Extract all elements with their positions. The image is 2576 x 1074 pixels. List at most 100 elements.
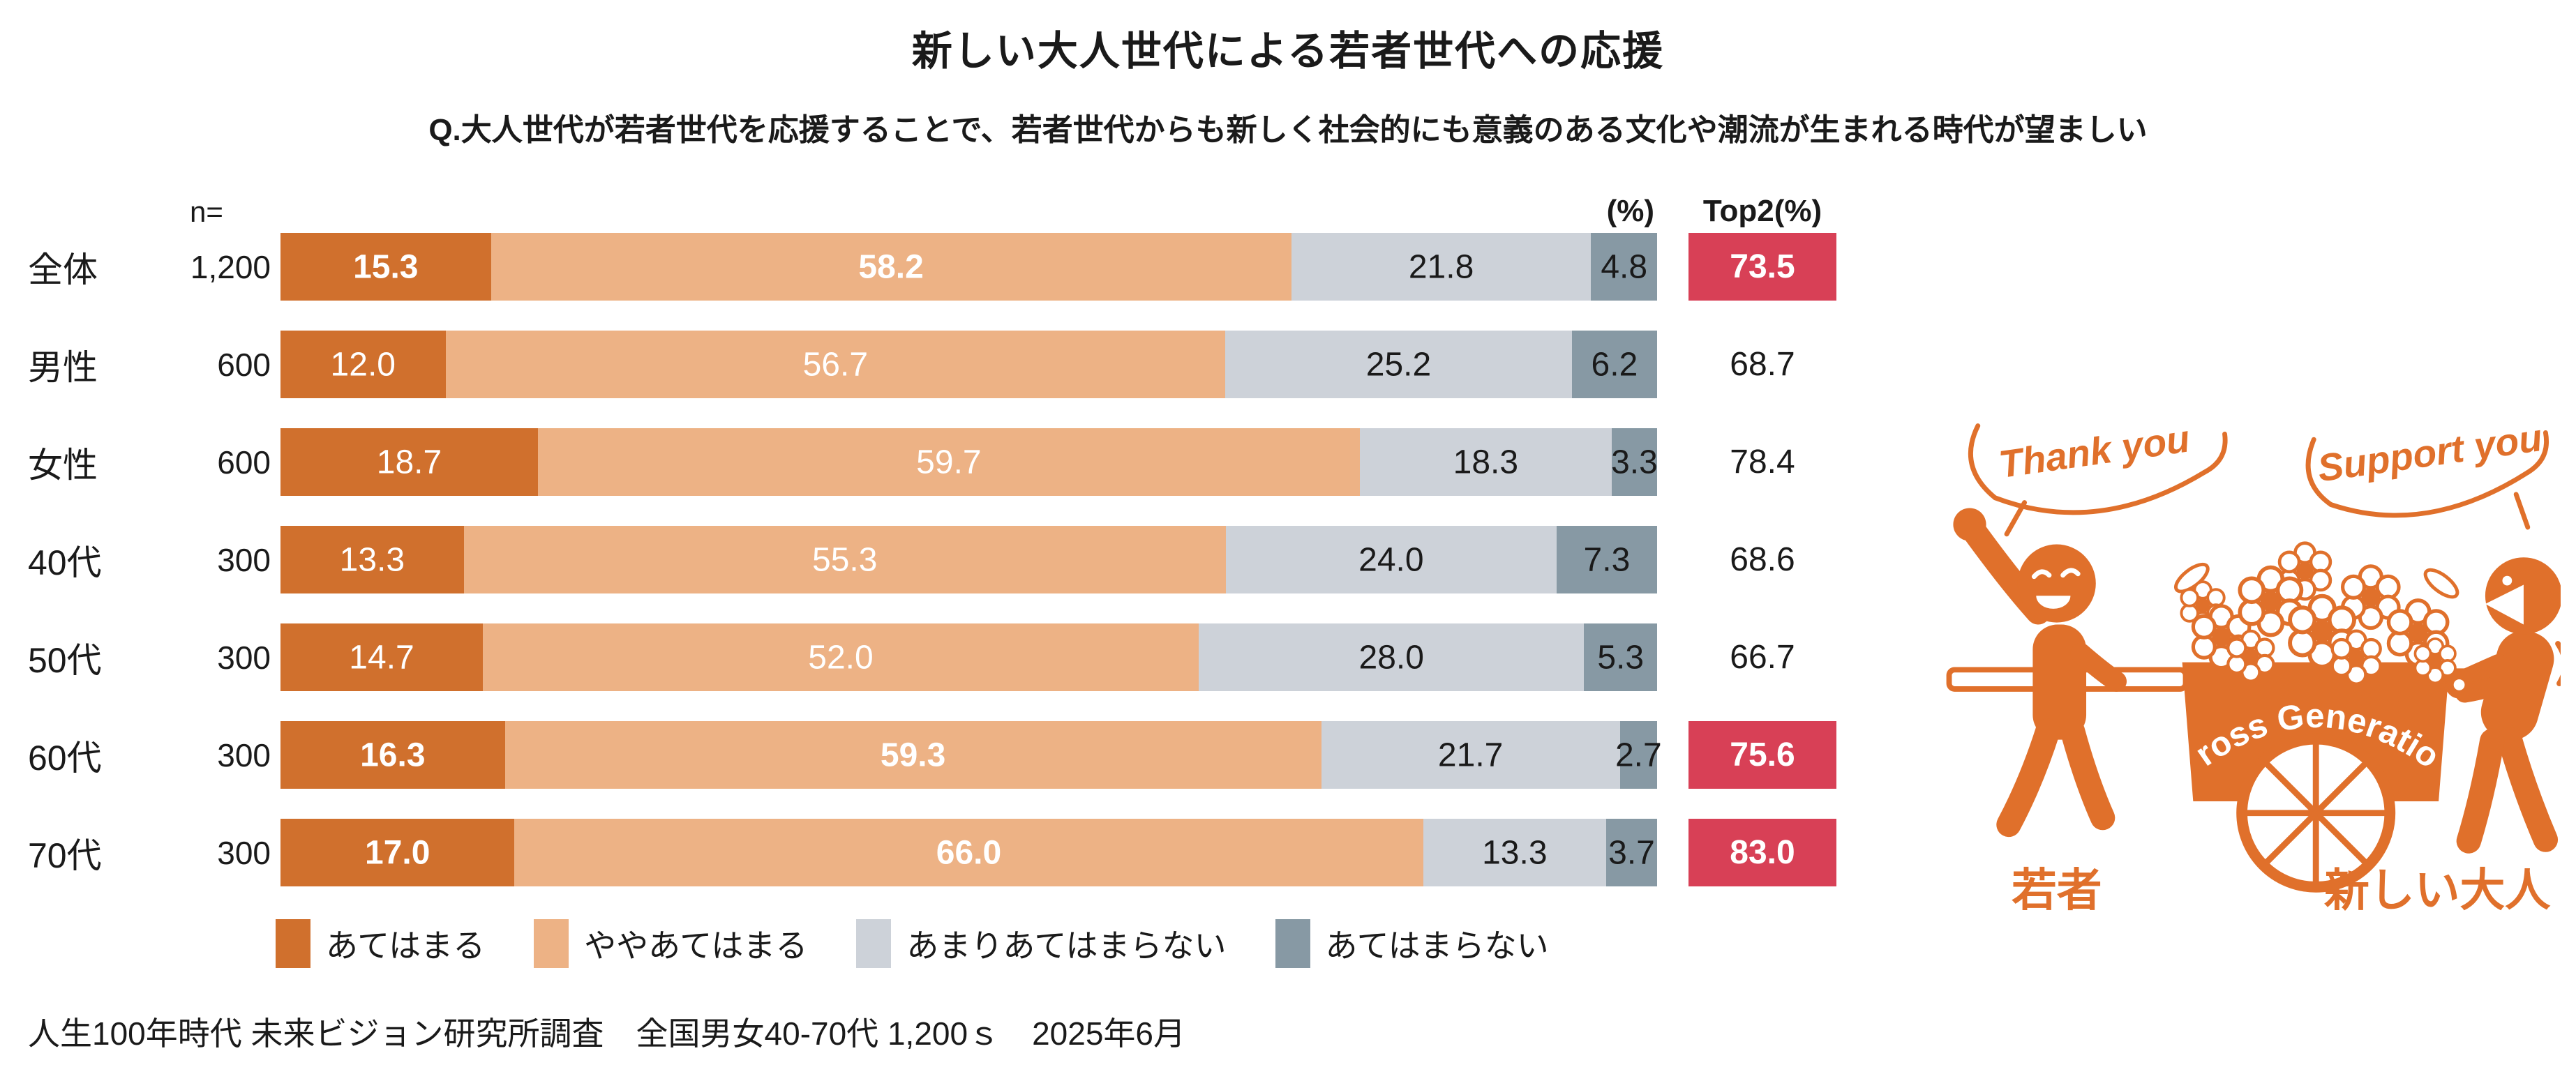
stacked-bar: 14.7 52.0 28.0 5.3 bbox=[280, 623, 1657, 691]
top2-value: 73.5 bbox=[1688, 233, 1836, 301]
legend-item-disagree: あてはまらない bbox=[1275, 919, 1549, 968]
top2-cell: 83.0 bbox=[1688, 819, 1836, 886]
bar-segment-somewhat-disagree: 25.2 bbox=[1225, 331, 1572, 398]
bar-segment-somewhat-disagree: 21.8 bbox=[1291, 233, 1592, 301]
segment-value: 3.3 bbox=[1611, 444, 1658, 481]
segment-value: 21.7 bbox=[1437, 736, 1504, 773]
top2-value: 78.4 bbox=[1730, 444, 1795, 481]
bar-rows: 全体 1,200 15.3 58.2 21.8 4.8 73.5 男性 600 … bbox=[28, 233, 1836, 886]
segment-value: 14.7 bbox=[349, 639, 414, 676]
stacked-bar: 15.3 58.2 21.8 4.8 bbox=[280, 233, 1657, 301]
bar-segment-disagree: 2.7 bbox=[1615, 721, 1662, 789]
legend: あてはまる ややあてはまる あまりあてはまらない あてはまらない bbox=[276, 919, 1549, 968]
segment-value: 2.7 bbox=[1615, 736, 1662, 773]
segment-value: 24.0 bbox=[1358, 541, 1424, 578]
bar-segment-disagree: 3.7 bbox=[1606, 819, 1657, 886]
top2-value: 68.6 bbox=[1730, 541, 1795, 578]
bar-segment-somewhat-disagree: 28.0 bbox=[1198, 623, 1585, 691]
bar-segment-somewhat-disagree: 21.7 bbox=[1321, 721, 1620, 789]
bar-segment-somewhat-disagree: 13.3 bbox=[1423, 819, 1606, 886]
bar-row: 60代 300 16.3 59.3 21.7 2.7 75.6 bbox=[28, 721, 1836, 789]
top2-cell: 68.6 bbox=[1688, 526, 1836, 593]
bar-row: 全体 1,200 15.3 58.2 21.8 4.8 73.5 bbox=[28, 233, 1836, 301]
column-header-top2: Top2(%) bbox=[1702, 194, 1822, 228]
speech-bubble-support-you: Support you bbox=[2305, 416, 2549, 530]
legend-label: あてはまらない bbox=[1325, 928, 1549, 964]
bar-row: 男性 600 12.0 56.7 25.2 6.2 68.7 bbox=[28, 331, 1836, 398]
legend-swatch-disagree bbox=[1275, 919, 1310, 968]
segment-value: 12.0 bbox=[330, 346, 396, 383]
bar-segment-disagree: 7.3 bbox=[1556, 526, 1657, 593]
column-headers: n= (%) Top2(%) bbox=[28, 187, 1836, 229]
page-subtitle: Q.大人世代が若者世代を応援することで、若者世代からも新しく社会的にも意義のある… bbox=[428, 113, 2148, 147]
bar-row: 40代 300 13.3 55.3 24.0 7.3 68.6 bbox=[28, 526, 1836, 593]
segment-value: 56.7 bbox=[802, 346, 869, 383]
row-n-value: 1,200 bbox=[190, 248, 271, 285]
bar-segment-agree: 17.0 bbox=[280, 819, 515, 886]
page-title: 新しい大人世代による若者世代への応援 bbox=[911, 29, 1665, 74]
label-young: 若者 bbox=[2012, 864, 2102, 915]
segment-value: 28.0 bbox=[1358, 639, 1424, 676]
row-n-value: 600 bbox=[217, 346, 271, 383]
segment-value: 58.2 bbox=[858, 248, 924, 285]
bar-segment-disagree: 3.3 bbox=[1611, 428, 1658, 496]
bar-segment-somewhat-agree: 59.3 bbox=[504, 721, 1321, 789]
thank-you-text: Thank you bbox=[1996, 416, 2192, 486]
segment-value: 6.2 bbox=[1591, 346, 1638, 383]
bar-segment-agree: 18.7 bbox=[280, 428, 538, 496]
row-label: 男性 bbox=[28, 347, 98, 387]
column-header-percent: (%) bbox=[1606, 194, 1654, 228]
row-n-value: 300 bbox=[217, 639, 271, 676]
legend-label: あまりあてはまらない bbox=[906, 928, 1227, 964]
stacked-bar: 17.0 66.0 13.3 3.7 bbox=[280, 819, 1657, 886]
bar-segment-somewhat-agree: 59.7 bbox=[537, 428, 1360, 496]
segment-value: 59.3 bbox=[880, 736, 946, 773]
segment-value: 5.3 bbox=[1597, 639, 1645, 676]
segment-value: 7.3 bbox=[1583, 541, 1631, 578]
row-label: 女性 bbox=[28, 445, 98, 485]
top2-cell: 68.7 bbox=[1688, 331, 1836, 398]
segment-value: 18.7 bbox=[376, 444, 442, 481]
bar-segment-somewhat-agree: 66.0 bbox=[514, 819, 1423, 886]
segment-value: 16.3 bbox=[360, 736, 426, 773]
segment-value: 25.2 bbox=[1365, 346, 1432, 383]
bar-segment-agree: 14.7 bbox=[280, 623, 484, 691]
source-note: 人生100年時代 未来ビジョン研究所調査 全国男女40-70代 1,200ｓ 2… bbox=[28, 1015, 1185, 1052]
segment-value: 13.3 bbox=[339, 541, 405, 578]
legend-item-somewhat-disagree: あまりあてはまらない bbox=[856, 919, 1227, 968]
bar-segment-somewhat-agree: 55.3 bbox=[463, 526, 1226, 593]
stacked-bar: 18.7 59.7 18.3 3.3 bbox=[280, 428, 1658, 496]
label-new-adult: 新しい大人 bbox=[2324, 864, 2551, 915]
bar-segment-somewhat-agree: 56.7 bbox=[445, 331, 1226, 398]
bar-segment-somewhat-disagree: 24.0 bbox=[1225, 526, 1557, 593]
top2-value: 75.6 bbox=[1688, 721, 1836, 789]
row-n-value: 300 bbox=[217, 736, 271, 773]
stacked-bar: 13.3 55.3 24.0 7.3 bbox=[280, 526, 1657, 593]
column-header-n: n= bbox=[190, 195, 223, 228]
legend-item-somewhat-agree: ややあてはまる bbox=[534, 919, 807, 968]
bar-segment-agree: 16.3 bbox=[280, 721, 505, 789]
legend-label: あてはまる bbox=[326, 928, 486, 964]
top2-value: 66.7 bbox=[1730, 639, 1795, 676]
top2-cell: 73.5 bbox=[1688, 233, 1836, 301]
stacked-bar: 16.3 59.3 21.7 2.7 bbox=[280, 721, 1662, 789]
row-label: 40代 bbox=[28, 543, 102, 582]
top2-value: 83.0 bbox=[1688, 819, 1836, 886]
legend-swatch-agree bbox=[276, 919, 310, 968]
row-label: 60代 bbox=[28, 738, 102, 778]
bar-row: 50代 300 14.7 52.0 28.0 5.3 66.7 bbox=[28, 623, 1836, 691]
legend-item-agree: あてはまる bbox=[276, 919, 485, 968]
bar-segment-disagree: 5.3 bbox=[1584, 623, 1657, 691]
segment-value: 4.8 bbox=[1601, 248, 1648, 285]
stacked-bar-chart: n= (%) Top2(%) 全体 1,200 15.3 58.2 21.8 4… bbox=[28, 187, 1836, 916]
row-label: 全体 bbox=[28, 250, 98, 289]
top2-cell: 78.4 bbox=[1688, 428, 1836, 496]
bar-row: 70代 300 17.0 66.0 13.3 3.7 83.0 bbox=[28, 819, 1836, 886]
bar-segment-agree: 13.3 bbox=[280, 526, 464, 593]
segment-value: 66.0 bbox=[936, 834, 1002, 871]
bar-segment-agree: 15.3 bbox=[280, 233, 491, 301]
segment-value: 21.8 bbox=[1408, 248, 1474, 285]
cross-generation-illustration: Thank you Support you Cross Generation bbox=[1930, 357, 2561, 915]
legend-label: ややあてはまる bbox=[584, 928, 808, 964]
segment-value: 3.7 bbox=[1608, 834, 1655, 871]
